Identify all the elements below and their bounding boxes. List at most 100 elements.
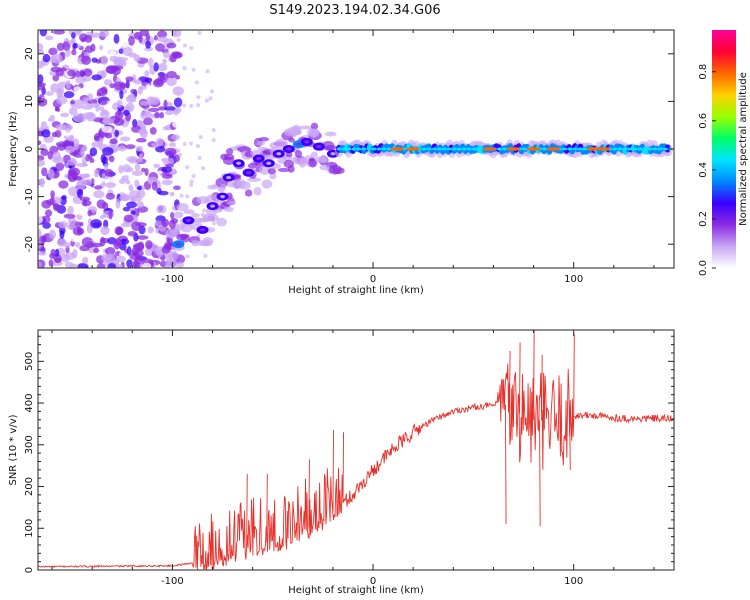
spectrogram-speckle <box>161 179 173 186</box>
spectrogram-x-tick-label: 0 <box>370 274 376 285</box>
spectrogram-speckle <box>79 245 90 252</box>
spectrogram-speckle <box>76 188 83 199</box>
spectrogram-speckle <box>60 67 67 72</box>
spectrogram-ridge-core <box>316 145 322 149</box>
spectrogram-speckle <box>153 163 161 168</box>
spectrogram-speckle <box>84 45 93 54</box>
spectrogram-band-core <box>496 147 502 151</box>
spectrogram-band-core <box>627 147 633 151</box>
spectrogram-band-core <box>436 147 442 151</box>
spectrogram-speckle <box>42 53 51 63</box>
spectrogram-speckle <box>194 80 199 85</box>
spectrogram-halo <box>208 213 219 222</box>
snr-y-tick-label: 0 <box>24 567 35 573</box>
spectrogram-speckle <box>126 167 134 173</box>
spectrogram-speckle <box>58 180 69 189</box>
snr-y-tick-label: 100 <box>24 519 35 538</box>
spectrogram-band-core <box>346 147 352 151</box>
snr-y-tick-label: 400 <box>24 393 35 412</box>
spectrogram-speckle <box>71 49 77 56</box>
spectrogram-speckle <box>149 127 157 135</box>
spectrogram-speckle <box>159 112 165 119</box>
snr-series-line <box>38 363 674 570</box>
spectrogram-halo <box>165 258 178 268</box>
spectrogram-band-core <box>522 147 528 151</box>
spectrogram-speckle <box>138 34 143 44</box>
spectrogram-speckle <box>55 124 67 131</box>
spectrogram-speckle <box>65 79 71 90</box>
spectrogram-speckle <box>118 48 124 54</box>
spectrogram-halo <box>238 180 251 190</box>
spectrogram-speckle <box>57 86 65 96</box>
spectrogram-halo <box>219 183 227 189</box>
spectrogram-speckle <box>52 74 60 82</box>
spectrogram-band-core <box>336 147 342 151</box>
spectrogram-speckle <box>136 137 147 143</box>
snr-y-tick-label: 500 <box>24 352 35 371</box>
spectrogram-speckle <box>209 89 214 94</box>
spectrogram-speckle <box>60 112 70 118</box>
spectrogram-speckle <box>127 35 135 46</box>
spectrogram-speckle <box>162 51 171 59</box>
spectrogram-speckle <box>67 69 76 77</box>
spectrogram-halo <box>292 124 301 131</box>
spectrogram-speckle <box>155 137 164 147</box>
spectrogram-speckle <box>127 93 136 102</box>
spectrogram-speckle <box>131 221 142 232</box>
snr-peak <box>332 430 334 512</box>
spectrogram-halo <box>216 217 227 227</box>
spectrogram-speckle <box>105 253 116 263</box>
spectrogram-halo <box>180 223 193 233</box>
spectrogram-speckle <box>67 217 77 226</box>
spectrogram-halo <box>319 164 331 171</box>
spectrogram-band-core <box>431 147 437 151</box>
spectrogram-halo <box>226 200 237 206</box>
spectrogram-speckle <box>105 182 117 188</box>
spectrogram-speckle <box>38 97 48 107</box>
spectrogram-speckle <box>42 222 51 229</box>
snr-peak <box>308 459 310 527</box>
spectrogram-speckle <box>93 190 105 199</box>
spectrogram-band-core <box>617 147 623 151</box>
spectrogram-speckle <box>156 248 164 258</box>
spectrogram-speckle <box>108 155 115 163</box>
spectrogram-speckle <box>120 194 132 201</box>
spectrogram-speckle <box>169 191 175 197</box>
spectrogram-speckle <box>103 79 113 86</box>
spectrogram-speckle <box>143 117 153 126</box>
spectrogram-speckle <box>64 241 71 248</box>
spectrogram-hot-spot <box>406 147 421 151</box>
spectrogram-speckle <box>118 59 127 67</box>
spectrogram-speckle <box>201 166 206 171</box>
colorbar-tick-label: 0.0 <box>698 260 709 276</box>
spectrogram-speckle <box>93 169 100 178</box>
spectrogram-ridge-core <box>175 242 181 246</box>
spectrogram-halo <box>199 239 212 247</box>
spectrogram-band-core <box>386 147 392 151</box>
spectrogram-ridge-core <box>220 195 226 199</box>
snr-dip <box>569 416 571 470</box>
spectrogram-speckle <box>123 214 134 223</box>
spectrogram-band-core <box>647 147 653 151</box>
spectrogram-speckle <box>145 40 152 49</box>
spectrogram-speckle <box>113 65 124 70</box>
spectrogram-speckle <box>115 255 126 263</box>
spectrogram-speckle <box>70 100 75 105</box>
spectrogram-halo <box>183 209 195 215</box>
spectrogram-speckle <box>76 162 89 168</box>
colorbar-gradient <box>712 30 736 268</box>
snr-panel: -100 0 100 0 100 200 300 400 500 Height of strai… <box>8 329 675 596</box>
spectrogram-speckle <box>145 83 151 93</box>
spectrogram-speckle <box>125 76 134 82</box>
spectrogram-speckle <box>205 69 210 74</box>
spectrogram-speckle <box>142 262 152 268</box>
spectrogram-speckle <box>122 206 131 212</box>
spectrogram-speckle <box>50 66 62 73</box>
spectrogram-halo <box>253 186 262 196</box>
spectrogram-speckle <box>116 99 123 108</box>
spectrogram-speckle <box>120 238 130 245</box>
spectrogram-halo <box>225 148 234 156</box>
spectrogram-speckle <box>38 60 45 69</box>
spectrogram-speckle <box>154 220 164 225</box>
spectrogram-speckle <box>189 179 194 184</box>
